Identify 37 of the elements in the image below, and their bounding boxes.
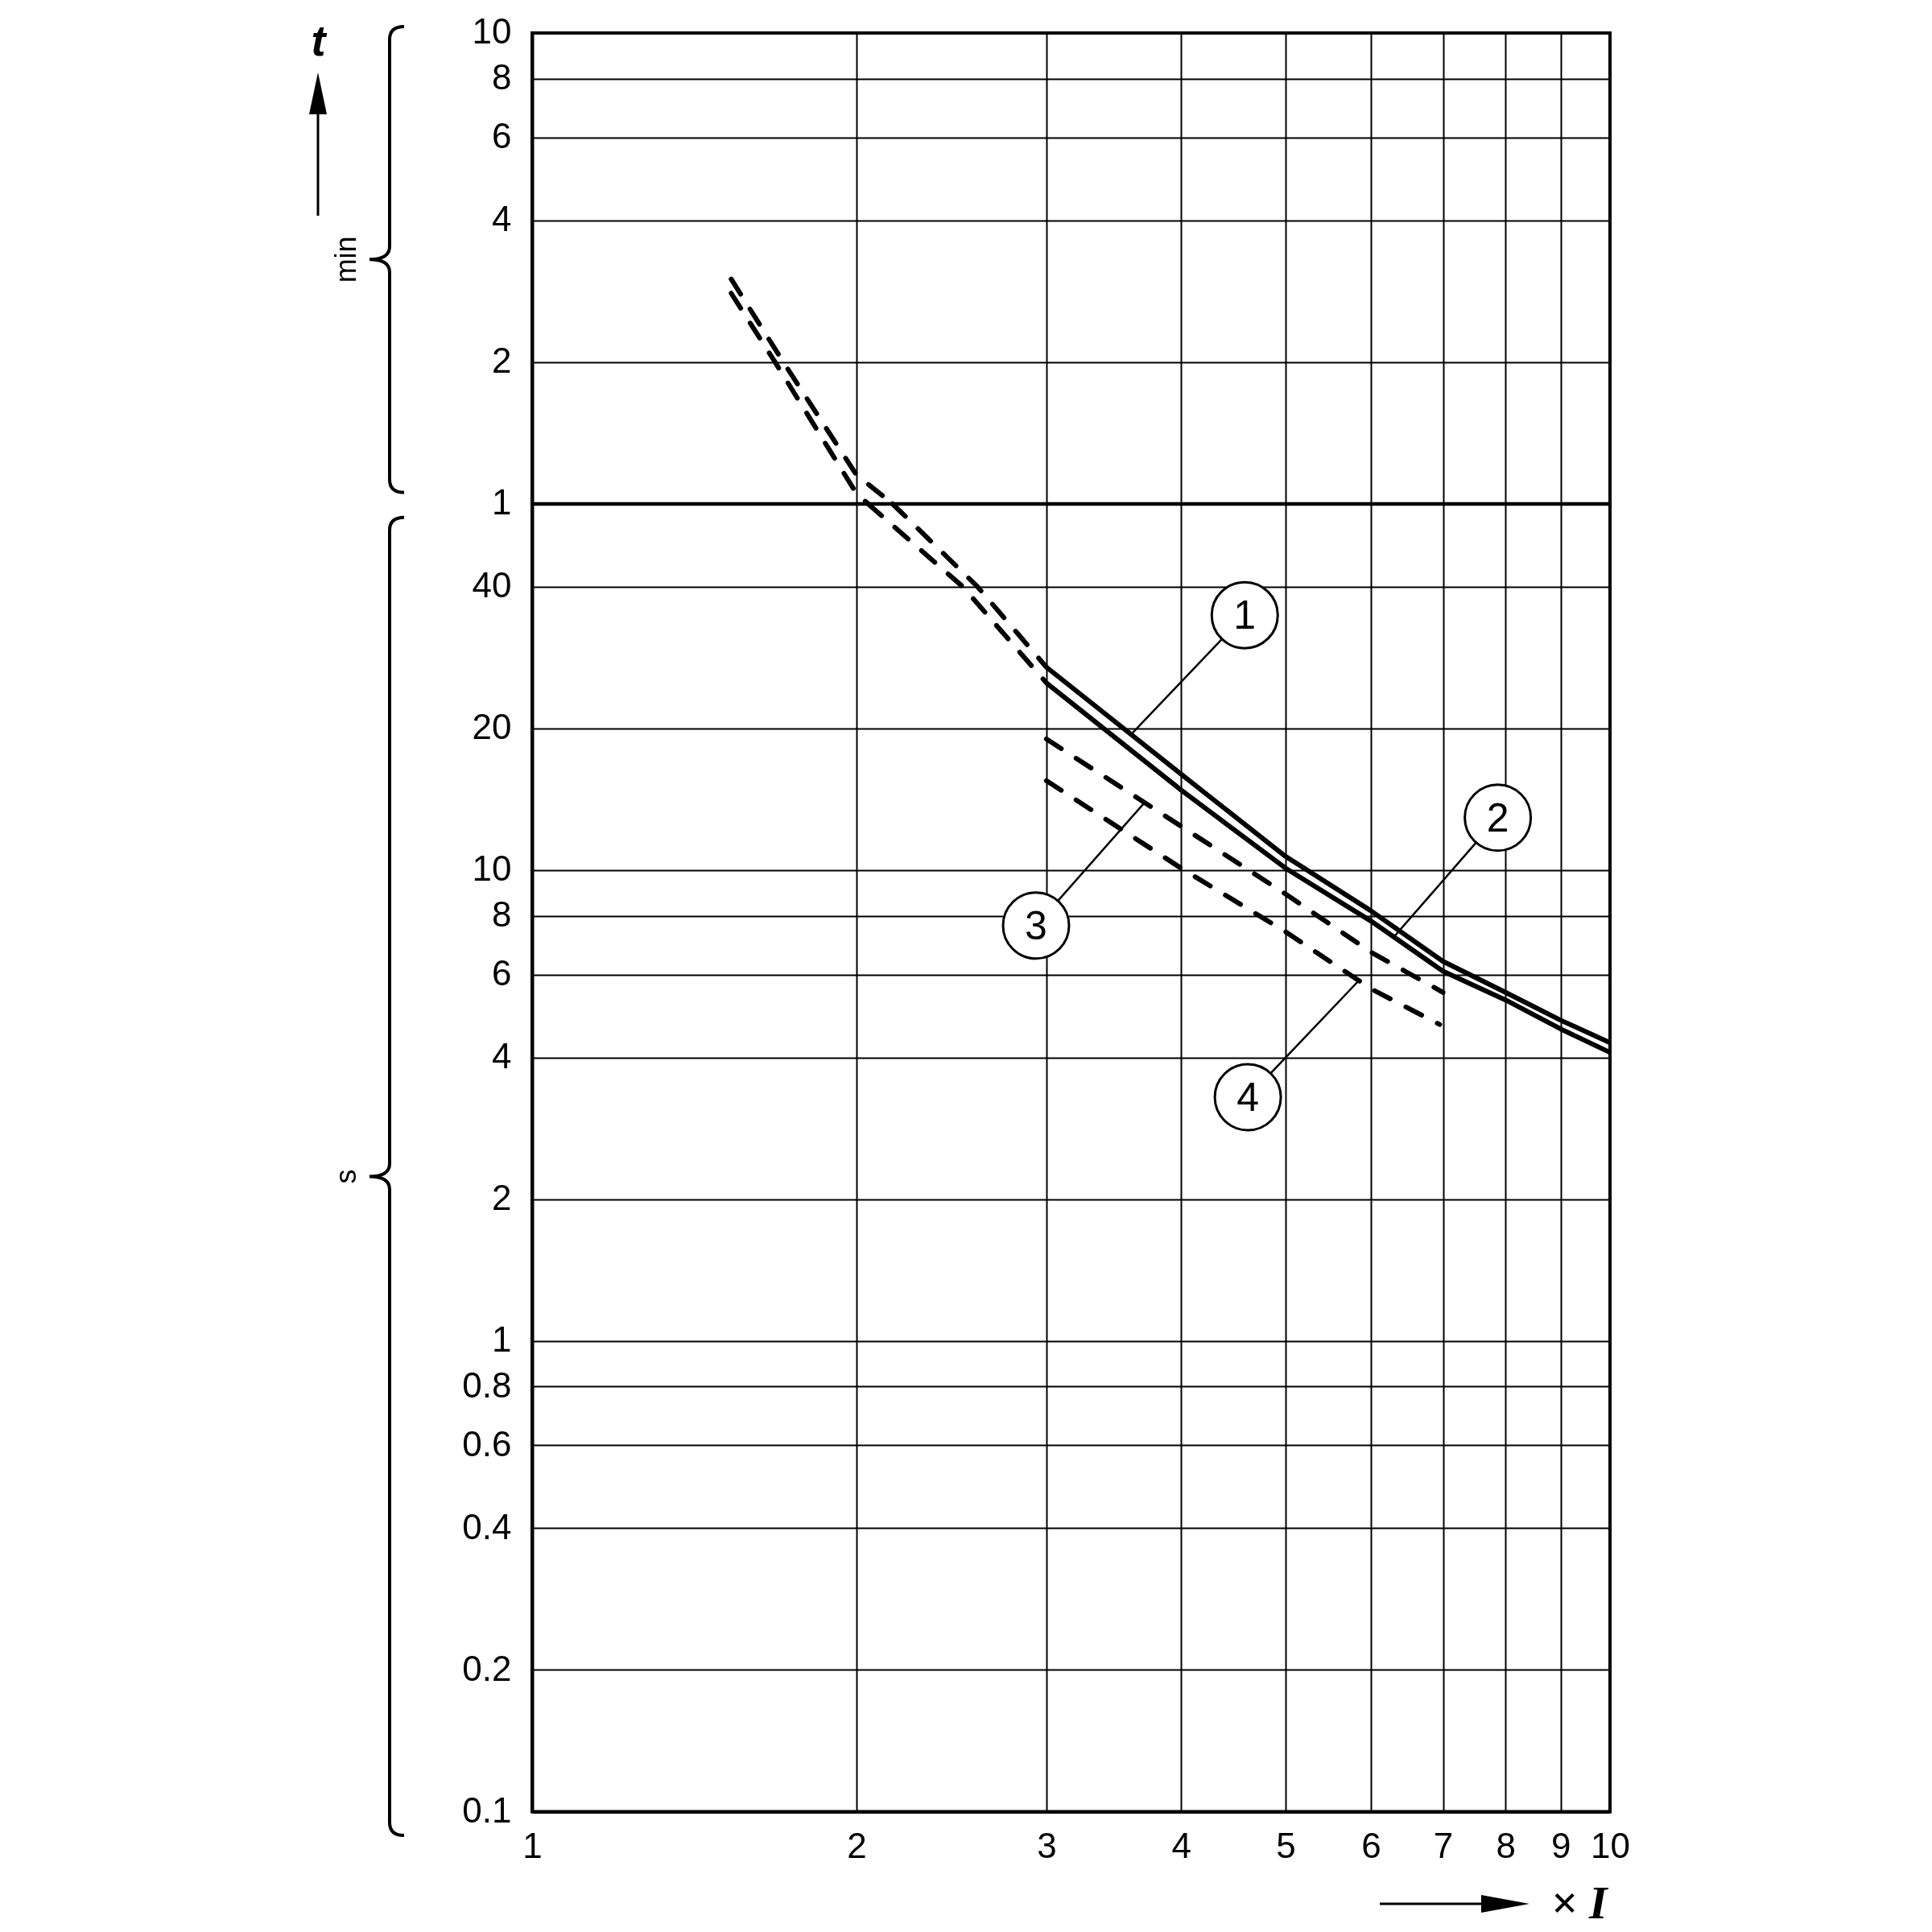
y-axis-title: t [311, 16, 328, 65]
numbered-callout: 4 [1213, 980, 1360, 1132]
x-tick-label: 9 [1551, 1825, 1571, 1865]
y-tick-label: 10 [472, 848, 512, 889]
x-tick-label: 1 [522, 1825, 543, 1865]
y-tick-label: 2 [492, 1177, 512, 1217]
x-tick-label: 8 [1496, 1825, 1516, 1865]
y-tick-label: 20 [472, 707, 512, 747]
x-tick-label: 3 [1037, 1825, 1057, 1865]
y-tick-label: 4 [492, 1035, 512, 1075]
text: min [329, 236, 363, 283]
y-tick-label: 6 [492, 952, 512, 993]
numbered-callout: 1 [1130, 580, 1279, 736]
x-tick-label: 2 [847, 1825, 867, 1865]
x-tick-label: 5 [1276, 1825, 1296, 1865]
text: s [329, 1169, 363, 1184]
y-tick-label: 4 [492, 199, 512, 239]
numbered-callout: 3 [1001, 801, 1146, 960]
y-tick-label: 0.1 [462, 1790, 512, 1830]
y-tick-label: 1 [492, 1319, 512, 1359]
y-tick-label: 1 [492, 482, 512, 522]
x-tick-label: 6 [1361, 1825, 1381, 1865]
y-tick-label: 0.8 [462, 1364, 512, 1405]
x-tick-label: 4 [1171, 1825, 1191, 1865]
y-tick-label: 10 [472, 11, 512, 52]
y-tick-label: 40 [472, 565, 512, 605]
y-tick-label: 0.6 [462, 1423, 512, 1463]
x-axis-title: × I [1550, 1876, 1609, 1929]
x-tick-label: 7 [1433, 1825, 1454, 1865]
numbered-callout: 2 [1393, 783, 1533, 938]
y-tick-label: 0.4 [462, 1506, 512, 1546]
x-tick-label: 10 [1591, 1825, 1630, 1865]
y-tick-label: 8 [492, 894, 512, 934]
y-tick-label: 6 [492, 116, 512, 156]
y-tick-label: 0.2 [462, 1648, 512, 1688]
y-tick-label: 2 [492, 341, 512, 381]
y-tick-label: 8 [492, 57, 512, 97]
